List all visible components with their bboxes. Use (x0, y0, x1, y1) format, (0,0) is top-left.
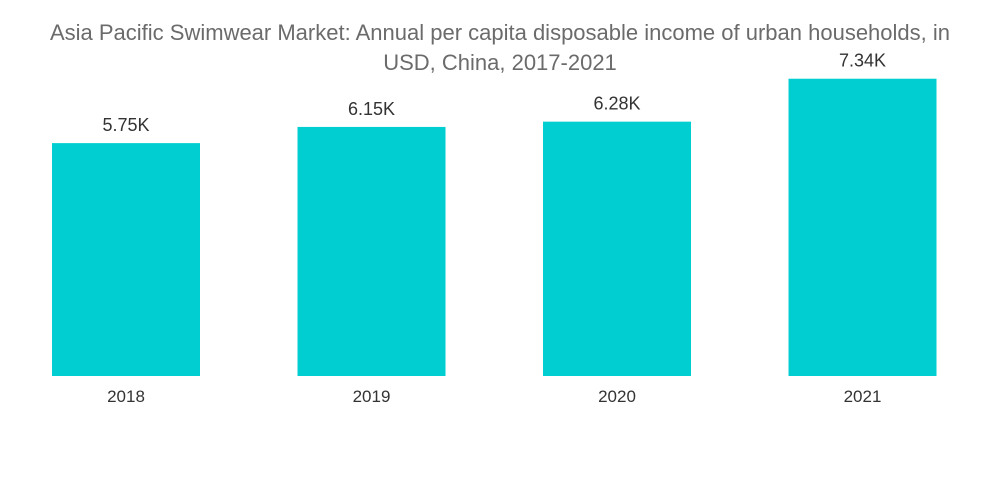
bar-2019 (297, 126, 446, 376)
x-tick-label-2020: 2020 (598, 387, 636, 406)
chart-title: Asia Pacific Swimwear Market: Annual per… (0, 18, 1000, 78)
x-tick-label-2021: 2021 (844, 387, 882, 406)
data-label-2021: 7.34K (839, 51, 886, 71)
data-label-2018: 5.75K (102, 115, 149, 135)
x-tick-label-2019: 2019 (353, 387, 391, 406)
bar-2020 (543, 121, 691, 376)
bar-2018 (52, 143, 200, 376)
chart-title-line-2: USD, China, 2017-2021 (383, 50, 617, 75)
data-label-2020: 6.28K (593, 94, 640, 114)
bar-2021 (788, 78, 937, 376)
x-tick-label-2018: 2018 (107, 387, 145, 406)
data-label-2019: 6.15K (348, 99, 395, 119)
chart-title-line-1: Asia Pacific Swimwear Market: Annual per… (49, 20, 951, 45)
